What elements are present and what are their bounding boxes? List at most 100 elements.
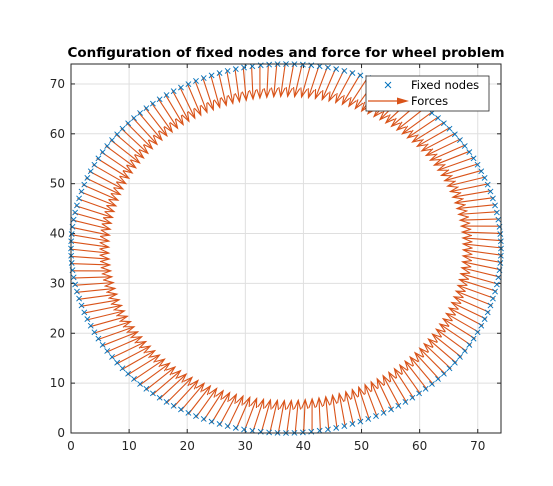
fixed-node: [349, 421, 356, 427]
force-arrow: [256, 63, 264, 100]
force-arrow: [69, 248, 111, 256]
x-tick-label: 40: [296, 439, 311, 453]
fixed-node: [440, 370, 447, 377]
fixed-node: [466, 341, 473, 348]
force-arrow: [459, 272, 499, 285]
force-arrow: [105, 145, 138, 169]
fixed-node: [474, 161, 481, 168]
fixed-node: [349, 70, 356, 76]
force-arrow: [376, 377, 393, 411]
fixed-node: [87, 322, 94, 329]
force-arrow: [145, 366, 177, 391]
force-arrow: [458, 216, 500, 224]
force-arrow: [431, 333, 462, 358]
force-arrow: [120, 127, 150, 155]
chart-title: Configuration of fixed nodes and force f…: [67, 45, 504, 61]
force-arrow: [70, 267, 113, 275]
force-arrow: [132, 358, 166, 381]
x-tick-label: 0: [67, 439, 75, 453]
x-axis: 0 10 20 30 40 50 60 70: [67, 64, 485, 453]
force-arrow: [424, 138, 462, 157]
fixed-node: [208, 72, 215, 79]
force-arrow: [227, 394, 244, 428]
fixed-node: [156, 96, 163, 103]
force-arrow: [73, 212, 113, 225]
force-arrow: [157, 98, 179, 130]
fixed-node: [446, 125, 453, 132]
force-arrow: [235, 395, 251, 430]
force-arrow: [409, 355, 434, 386]
force-arrow: [300, 63, 312, 99]
force-arrow: [388, 370, 408, 404]
fixed-node: [68, 260, 75, 266]
fixed-node: [457, 354, 463, 360]
fixed-node: [193, 78, 199, 84]
force-arrow: [121, 349, 157, 371]
force-arrow: [82, 184, 120, 201]
fixed-node: [78, 302, 85, 309]
force-arrow: [432, 150, 471, 166]
legend: Fixed nodes Forces: [365, 75, 490, 112]
force-arrow: [457, 210, 499, 218]
force-arrow: [457, 278, 497, 292]
force-arrow: [164, 93, 184, 127]
x-tick-label: 50: [354, 439, 369, 453]
fixed-node: [91, 161, 98, 168]
force-arrow: [413, 351, 441, 380]
fixed-node: [461, 143, 468, 149]
fixed-node: [78, 188, 85, 195]
force-arrow: [278, 62, 286, 99]
force-arrow: [92, 164, 128, 185]
fixed-node: [232, 424, 239, 431]
fixed-node: [492, 202, 498, 209]
fixed-node: [68, 231, 75, 237]
fixed-node: [109, 137, 115, 143]
fixed-node: [91, 329, 98, 336]
fixed-node: [490, 295, 496, 302]
force-arrow: [211, 391, 231, 424]
y-tick-label: 10: [50, 376, 65, 390]
force-arrow: [420, 132, 457, 152]
force-arrow: [456, 284, 495, 299]
force-arrow: [71, 219, 112, 231]
force-arrow: [330, 393, 338, 430]
force-arrow: [428, 144, 467, 161]
fixed-node: [478, 168, 485, 175]
legend-marker-forces: [368, 97, 409, 105]
force-arrow: [315, 396, 324, 433]
force-arrow: [73, 279, 115, 287]
force-arrow: [364, 383, 378, 418]
fixed-node: [440, 120, 447, 127]
fixed-node: [95, 155, 102, 162]
fixed-node: [149, 390, 156, 397]
fixed-node: [481, 316, 488, 323]
force-arrow: [461, 247, 503, 256]
force-arrow: [460, 259, 502, 271]
force-arrow: [101, 331, 140, 347]
force-arrow: [411, 121, 445, 143]
fixed-node: [109, 354, 115, 360]
fixed-node: [216, 421, 223, 427]
force-arrow: [88, 170, 125, 190]
force-arrow: [93, 320, 133, 334]
fixed-node: [72, 209, 79, 216]
fixed-node: [470, 155, 477, 162]
force-arrow: [127, 354, 161, 376]
y-tick-label: 20: [50, 326, 65, 340]
fixed-node: [409, 394, 416, 401]
fixed-node: [156, 394, 163, 401]
force-arrow: [308, 397, 316, 434]
fixed-node: [325, 426, 331, 433]
fixed-node: [84, 316, 91, 323]
fixed-node: [70, 274, 77, 281]
fixed-node: [461, 348, 468, 354]
force-arrow: [337, 391, 346, 428]
y-tick-label: 50: [50, 177, 65, 191]
force-arrow: [270, 62, 279, 99]
fixed-node: [333, 424, 340, 431]
force-arrow: [451, 190, 492, 200]
legend-label-forces: Forces: [411, 94, 448, 108]
fixed-node: [143, 385, 150, 392]
force-arrow: [422, 342, 452, 370]
fixed-node: [72, 281, 79, 288]
